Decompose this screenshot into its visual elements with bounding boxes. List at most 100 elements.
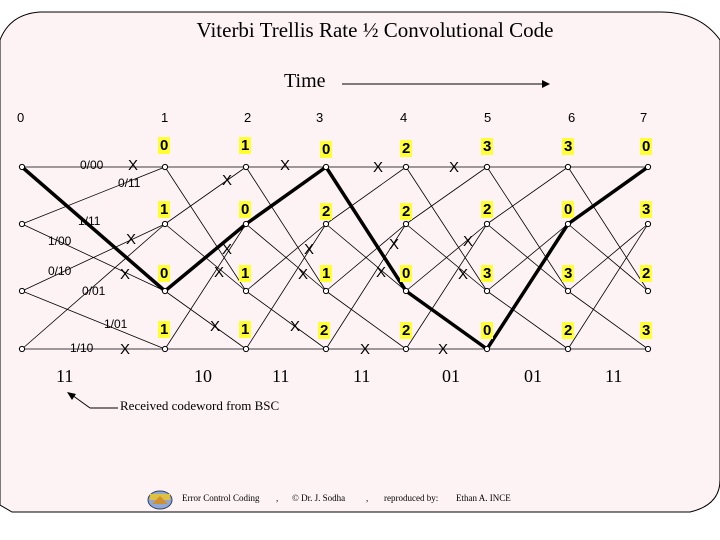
x-mark: X <box>304 241 315 258</box>
trellis-node <box>644 163 652 171</box>
x-mark: X <box>128 157 139 174</box>
received-bits: 01 <box>442 366 460 386</box>
path-metric: 0 <box>320 141 333 158</box>
path-metric: 2 <box>400 322 413 339</box>
path-metric: 0 <box>239 201 252 218</box>
received-caption: Received codeword from BSC <box>120 398 280 413</box>
trellis-node <box>161 345 169 353</box>
trellis-edge <box>21 166 166 225</box>
path-metric: 3 <box>481 265 494 282</box>
trellis-edge <box>405 223 488 292</box>
footer-course: Error Control Coding <box>182 493 260 503</box>
trellis-node <box>483 163 491 171</box>
time-tick: 7 <box>640 110 648 125</box>
trellis-node <box>242 220 250 228</box>
time-tick: 2 <box>244 110 252 125</box>
path-metric: 2 <box>400 140 413 157</box>
x-mark: X <box>373 159 384 176</box>
trellis-node <box>564 163 572 171</box>
trellis-path-line <box>20 165 167 293</box>
path-metric: 0 <box>158 265 171 282</box>
time-label: Time <box>284 70 326 92</box>
trellis-edge <box>21 290 166 350</box>
time-tick: 1 <box>161 110 169 125</box>
time-tick: 4 <box>400 110 408 125</box>
trellis-edge <box>325 223 407 292</box>
edge-label: 0/11 <box>118 176 141 190</box>
trellis-node <box>322 163 330 171</box>
trellis-edge <box>486 166 569 292</box>
path-metric: 0 <box>481 322 494 339</box>
received-bits: 11 <box>56 366 74 386</box>
trellis-node <box>644 345 652 353</box>
trellis-path-line <box>324 166 408 292</box>
x-mark: X <box>298 266 309 283</box>
trellis-edge <box>486 166 569 225</box>
trellis-edge <box>164 166 247 292</box>
received-bits: 11 <box>272 366 290 386</box>
trellis-edge <box>245 166 327 292</box>
x-mark: X <box>463 233 474 250</box>
path-metric: 1 <box>158 201 171 218</box>
path-metric: 0 <box>158 137 171 154</box>
trellis-node <box>402 220 410 228</box>
received-bits: 01 <box>524 366 542 386</box>
trellis-node <box>644 220 652 228</box>
trellis-node <box>242 345 250 353</box>
trellis-edge <box>486 223 569 292</box>
path-metric: 2 <box>640 265 653 282</box>
trellis-node <box>18 220 26 228</box>
trellis-node <box>242 163 250 171</box>
trellis-edge <box>245 223 327 292</box>
trellis-node <box>564 220 572 228</box>
edge-label: 0/01 <box>82 284 106 298</box>
path-metric: 0 <box>640 138 653 155</box>
x-mark: X <box>280 157 291 174</box>
trellis-node <box>161 287 169 295</box>
x-mark: X <box>389 236 400 253</box>
footer-author: © Dr. J. Sodha <box>292 493 346 503</box>
path-metric: 3 <box>640 322 653 339</box>
path-metric: 1 <box>239 137 252 154</box>
trellis-edge <box>567 166 649 292</box>
path-metric: 2 <box>562 322 575 339</box>
trellis-node <box>161 220 169 228</box>
trellis-edge <box>164 166 247 225</box>
x-mark: X <box>449 159 460 176</box>
trellis-edge <box>405 166 488 292</box>
trellis-edge <box>325 166 407 225</box>
trellis-node <box>18 163 26 171</box>
trellis-edge <box>164 290 247 350</box>
trellis-edge <box>245 290 327 350</box>
path-metric: 1 <box>239 265 252 282</box>
trellis-edge <box>325 223 407 350</box>
trellis-node <box>242 287 250 295</box>
decoder-logo-icon <box>147 490 173 510</box>
survivor-path <box>20 165 650 351</box>
trellis-edge <box>21 223 166 292</box>
trellis-node <box>322 345 330 353</box>
trellis-node <box>564 345 572 353</box>
path-metric: 3 <box>640 201 653 218</box>
received-arrow-head <box>67 392 76 400</box>
x-mark: X <box>222 172 233 189</box>
footer-separator: , <box>366 493 369 503</box>
trellis-path-line <box>404 289 489 351</box>
edge-label: 0/00 <box>80 158 104 172</box>
received-bits: 11 <box>353 366 371 386</box>
trellis-edge <box>164 223 247 350</box>
path-metric: 2 <box>481 201 494 218</box>
trellis-node <box>18 345 26 353</box>
path-metric: 2 <box>320 203 333 220</box>
trellis-node <box>18 287 26 295</box>
trellis-node <box>564 287 572 295</box>
trellis-edge <box>405 223 488 350</box>
path-metric: 1 <box>320 265 333 282</box>
slide-title: Viterbi Trellis Rate ½ Convolutional Cod… <box>196 18 554 42</box>
trellis-edge <box>567 290 649 350</box>
trellis-path-line <box>566 165 650 226</box>
edge-label: 0/10 <box>48 264 72 278</box>
trellis-edge <box>567 223 649 350</box>
